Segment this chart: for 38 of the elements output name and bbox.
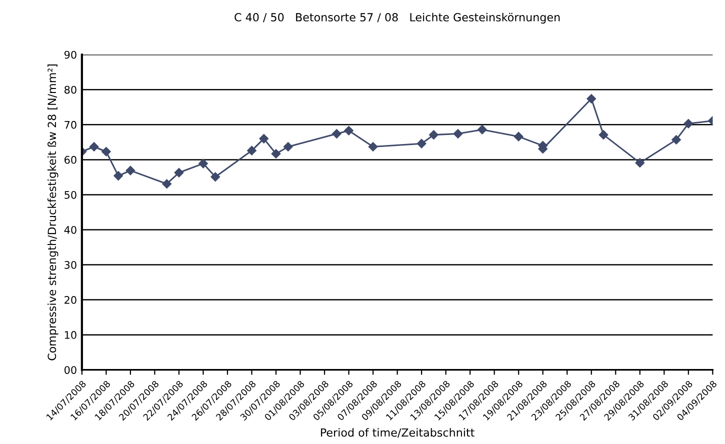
y-tick-label: 90 xyxy=(64,50,76,59)
y-tick-label: 30 xyxy=(64,261,76,269)
point xyxy=(672,135,681,144)
point xyxy=(635,158,645,168)
y-tick-label: 80 xyxy=(64,86,76,94)
point xyxy=(174,168,184,178)
y-tick-label: 20 xyxy=(64,296,76,304)
point xyxy=(416,138,426,148)
point xyxy=(259,134,268,144)
y-tick-label: 40 xyxy=(64,226,76,234)
point xyxy=(598,130,608,140)
x-axis-title: Period of time/Zeitabschnitt xyxy=(320,428,474,438)
point xyxy=(102,147,111,156)
point xyxy=(332,129,342,138)
y-tick-label: 00 xyxy=(64,366,76,374)
point xyxy=(210,172,220,182)
point xyxy=(271,149,281,158)
point xyxy=(247,146,256,156)
y-tick-label: 70 xyxy=(64,120,76,129)
y-tick-label: 60 xyxy=(64,156,76,164)
point xyxy=(126,166,136,176)
point xyxy=(284,142,293,152)
point xyxy=(478,124,487,134)
point xyxy=(89,142,99,152)
point xyxy=(344,126,354,136)
point xyxy=(453,129,463,138)
point xyxy=(514,132,524,142)
point xyxy=(368,142,378,152)
point xyxy=(114,171,123,180)
y-tick-label: 50 xyxy=(64,190,76,199)
point xyxy=(162,179,172,188)
y-axis-title: Compressive strength/Druckfestigkeit ßw 28 [N/mm²] xyxy=(48,64,58,360)
point xyxy=(684,118,694,128)
point xyxy=(429,130,438,140)
chart-title: C 40 / 50 Betonsorte 57 / 08 Leichte Gesteinskörnungen xyxy=(234,12,560,24)
point xyxy=(586,94,596,104)
point xyxy=(198,158,208,168)
y-tick-label: 10 xyxy=(64,331,76,339)
